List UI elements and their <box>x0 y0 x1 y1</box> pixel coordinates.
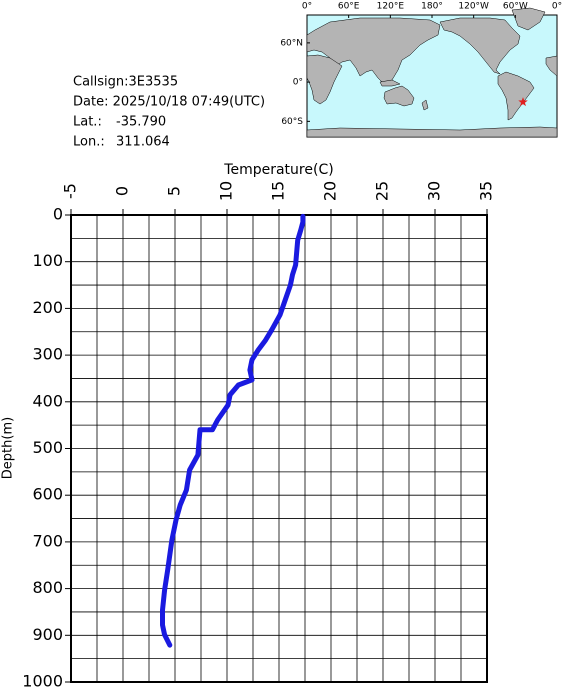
x-tick-label: 25 <box>373 181 392 201</box>
x-tick-label: 10 <box>217 181 236 201</box>
map-x-tick-label: 0° <box>552 2 562 12</box>
map-marker <box>518 97 528 107</box>
lon: 311.064 <box>116 135 170 150</box>
x-tick-label: 20 <box>321 181 340 201</box>
y-tick-label: 300 <box>32 345 63 364</box>
map-x-tick-label: 60°E <box>338 2 360 12</box>
map-x-tick-label: 120°W <box>458 2 489 12</box>
y-tick-label: 900 <box>32 625 63 644</box>
x-tick-label: 0 <box>113 186 132 196</box>
y-tick-label: 600 <box>32 485 63 504</box>
map-x-tick-label: 0° <box>302 2 312 12</box>
map-x-tick-label: 60°W <box>503 2 528 12</box>
y-tick-label: 800 <box>32 578 63 597</box>
map-land <box>306 7 558 138</box>
map-x-tick-label: 180° <box>421 2 443 12</box>
lat-label: Lat.: <box>73 115 102 130</box>
lat: -35.790 <box>116 115 166 130</box>
profile-line <box>160 213 306 648</box>
y-axis-title: Depth(m) <box>1 417 16 479</box>
callsign: Callsign:3E3535 <box>73 75 178 90</box>
lon-label: Lon.: <box>73 135 105 150</box>
date: Date: 2025/10/18 07:49(UTC) <box>73 95 265 110</box>
map <box>306 7 558 138</box>
y-tick-label: 0 <box>53 205 63 224</box>
y-tick-label: 700 <box>32 531 63 550</box>
x-tick-label: 5 <box>165 186 184 196</box>
y-tick-label: 1000 <box>22 672 63 690</box>
map-x-tick-label: 120°E <box>377 2 405 12</box>
x-tick-label: 30 <box>425 181 444 201</box>
map-y-tick-label: 60°S <box>281 117 303 127</box>
x-axis-title: Temperature(C) <box>223 162 333 178</box>
x-tick-label: 15 <box>269 181 288 201</box>
map-y-tick-label: 0° <box>293 78 303 88</box>
x-tick-label: -5 <box>61 183 80 199</box>
y-tick-label: 400 <box>32 391 63 410</box>
map-y-tick-label: 60°N <box>280 38 303 48</box>
x-tick-label: 35 <box>477 181 496 201</box>
y-tick-label: 500 <box>32 438 63 457</box>
y-tick-label: 100 <box>32 251 63 270</box>
y-tick-label: 200 <box>32 298 63 317</box>
